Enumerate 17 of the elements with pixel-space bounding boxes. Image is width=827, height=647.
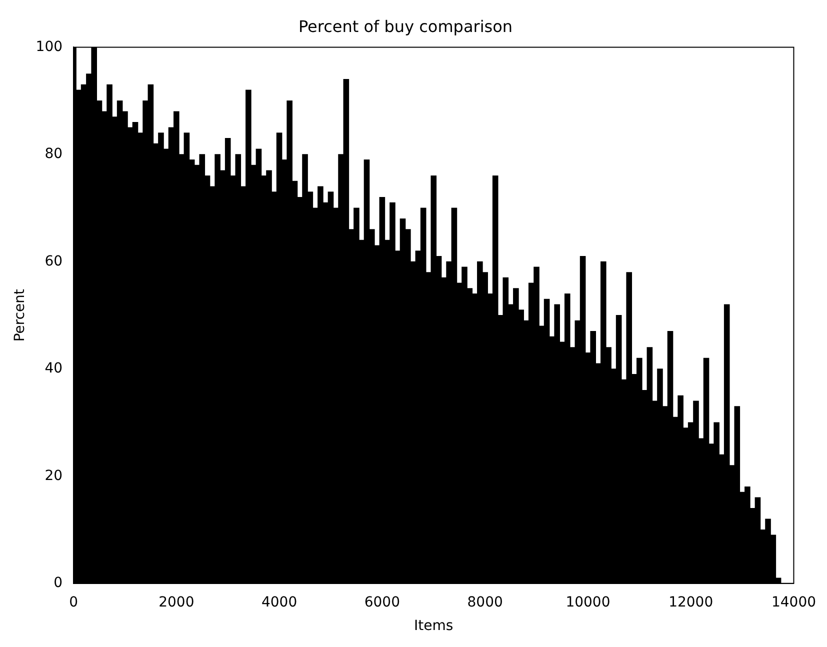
y-tick-label: 80 (44, 146, 63, 162)
y-tick-label: 0 (54, 575, 63, 592)
chart-title: Percent of buy comparison (298, 16, 513, 36)
x-tick-label: 2000 (158, 594, 194, 610)
x-tick-label: 8000 (467, 594, 503, 610)
x-tick-label: 10000 (566, 594, 610, 610)
x-tick-label: 4000 (261, 594, 298, 610)
y-tick-label: 40 (44, 360, 63, 377)
x-axis-title: Items (414, 618, 454, 634)
x-tick-label: 6000 (364, 594, 400, 610)
y-axis-title: Percent (12, 288, 28, 342)
x-tick-label: 0 (69, 594, 78, 610)
y-tick-label: 100 (36, 38, 63, 55)
x-tick-label: 14000 (771, 594, 816, 610)
y-tick-label: 60 (44, 253, 63, 270)
y-tick-label: 20 (44, 468, 63, 484)
x-tick-label: 12000 (668, 594, 714, 610)
